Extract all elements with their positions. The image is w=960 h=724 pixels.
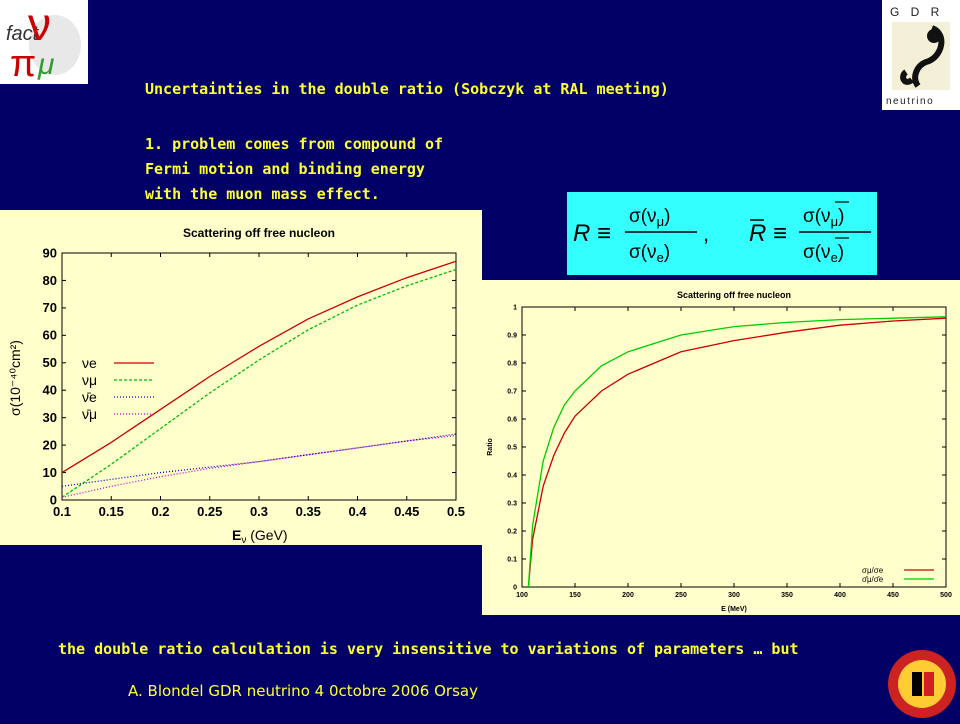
chart-title: Scattering off free nucleon — [677, 290, 791, 300]
y-tick-label: 0.2 — [507, 528, 517, 535]
x-tick-label: 0.3 — [250, 504, 268, 519]
series-line-1 — [527, 316, 947, 588]
x-tick-label: 0.5 — [447, 504, 465, 519]
legend-label-2-0: σμ/σe — [862, 566, 884, 575]
conclusion-text: the double ratio calculation is very ins… — [58, 640, 799, 658]
x-tick-label: 150 — [569, 592, 581, 599]
y-tick-label: 0.1 — [507, 556, 517, 563]
formula-rbar: R ≡ — [749, 220, 787, 247]
x-tick-label: 500 — [940, 592, 952, 599]
logo-text: fact — [6, 23, 40, 45]
gdr-logo-graphic: G D R neutrino — [886, 5, 950, 107]
x-tick-label: 350 — [781, 592, 793, 599]
ratio-chart: Scattering off free nucleon 100 150 200 250 3… — [482, 280, 960, 615]
series-line-1 — [61, 268, 457, 498]
y-tick-label: 0.8 — [507, 360, 517, 367]
series-line-0 — [61, 260, 457, 474]
legend-label-1-3: ν̄μ — [82, 406, 97, 422]
x-tick-label: 250 — [675, 592, 687, 599]
series-line-3 — [61, 434, 457, 498]
series-line-2 — [61, 433, 457, 487]
cross-section-chart: Scattering off free nucleon 0.1 0.15 0.2 0.2… — [0, 210, 482, 546]
y-tick-label: 0.3 — [507, 500, 517, 507]
gdr-neutrino-logo: G D R neutrino — [882, 0, 960, 110]
logo-mu-icon: μ — [37, 48, 54, 81]
x-tick-label: 0.1 — [53, 504, 71, 519]
y-tick-label: 20 — [43, 437, 57, 452]
plot-frame — [521, 306, 947, 588]
y-tick-label: 30 — [43, 410, 57, 425]
legend-label-1-0: νe — [82, 355, 97, 371]
point-1: 1. problem comes from compound of Fermi … — [145, 132, 545, 207]
y-tick-label: 80 — [43, 273, 57, 288]
footer-credit: A. Blondel GDR neutrino 4 0ctobre 2006 O… — [128, 682, 478, 700]
x-axis-label-1: Eν (GeV) — [232, 527, 288, 545]
series-line-0 — [527, 317, 947, 588]
y-tick-label: 0.9 — [507, 332, 517, 339]
y-tick-label: 0.6 — [507, 416, 517, 423]
point-1-line-2: Fermi motion and binding energy — [145, 160, 425, 178]
y-tick-label: 0.7 — [507, 388, 517, 395]
formula-comma: , — [703, 221, 709, 246]
seal-key-icon — [924, 672, 934, 696]
x-tick-label: 100 — [516, 592, 528, 599]
y-tick-label: 10 — [43, 465, 57, 480]
formula-r: R ≡ — [573, 220, 611, 247]
formula-graphic: R ≡ σ(νμ) σ(νe) , R ≡ σ(νμ) σ(νe) — [573, 201, 871, 265]
legend-label-1-1: νμ — [82, 372, 97, 388]
x-tick-label: 0.45 — [394, 504, 419, 519]
y-tick-label: 70 — [43, 300, 57, 315]
y-tick-label: 90 — [43, 245, 57, 260]
y-tick-label: 0.5 — [507, 444, 517, 451]
x-axis-label-2: E (MeV) — [721, 606, 747, 613]
point-1-line-3: with the muon mass effect. — [145, 185, 380, 203]
x-tick-label: 0.15 — [99, 504, 124, 519]
y-axis-label-1: σ(10⁻⁴⁰cm²) — [7, 340, 23, 416]
x-tick-label: 0.4 — [348, 504, 367, 519]
double-ratio-formula: R ≡ σ(νμ) σ(νe) , R ≡ σ(νμ) σ(νe) — [567, 192, 877, 275]
ratio-chart-svg: Scattering off free nucleon 100 150 200 250 3… — [487, 290, 952, 613]
x-tick-label: 300 — [728, 592, 740, 599]
seal-graphic — [888, 650, 956, 718]
formula-rbar-denominator: σ(νe) — [803, 242, 844, 265]
y-axis-label-2: Ratio — [487, 438, 494, 456]
logo-nu-icon: ν — [28, 0, 51, 50]
chart-title: Scattering off free nucleon — [183, 226, 335, 240]
x-tick-label: 400 — [834, 592, 846, 599]
logo-pi-icon: π — [10, 43, 36, 84]
y-tick-label: 60 — [43, 328, 57, 343]
formula-r-denominator: σ(νe) — [629, 242, 670, 265]
formula-r-numerator: σ(νμ) — [629, 206, 670, 229]
slide-title: Uncertainties in the double ratio (Sobcz… — [145, 80, 669, 98]
university-seal — [882, 640, 960, 720]
x-tick-label: 0.2 — [151, 504, 169, 519]
seal-eagle-icon — [912, 672, 922, 696]
y-tick-label: 0 — [513, 584, 517, 591]
y-tick-label: 1 — [513, 304, 517, 311]
formula-rbar-numerator: σ(νμ) — [803, 206, 844, 229]
y-tick-label: 0.4 — [507, 472, 517, 479]
x-tick-label: 200 — [622, 592, 634, 599]
legend-label-1-2: ν̄e — [82, 389, 97, 405]
point-1-line-1: 1. problem comes from compound of — [145, 135, 444, 153]
factorial-logo-graphic: fact ν π μ — [6, 0, 81, 85]
y-tick-label: 50 — [43, 355, 57, 370]
factorial-logo: fact ν π μ — [0, 0, 88, 85]
x-tick-label: 0.25 — [197, 504, 222, 519]
logo-sphere-icon — [29, 15, 81, 75]
gdr-logo-title: G D R — [890, 5, 943, 19]
x-tick-label: 450 — [887, 592, 899, 599]
x-tick-label: 0.35 — [296, 504, 321, 519]
cross-section-chart-svg: Scattering off free nucleon 0.1 0.15 0.2 0.2… — [7, 226, 465, 546]
logo-dot-icon — [927, 29, 941, 43]
gdr-logo-subtitle: neutrino — [886, 96, 934, 107]
y-tick-label: 40 — [43, 383, 57, 398]
y-tick-label: 0 — [50, 492, 57, 507]
legend-label-2-1: σ̄μ/σ̄e — [862, 575, 884, 584]
